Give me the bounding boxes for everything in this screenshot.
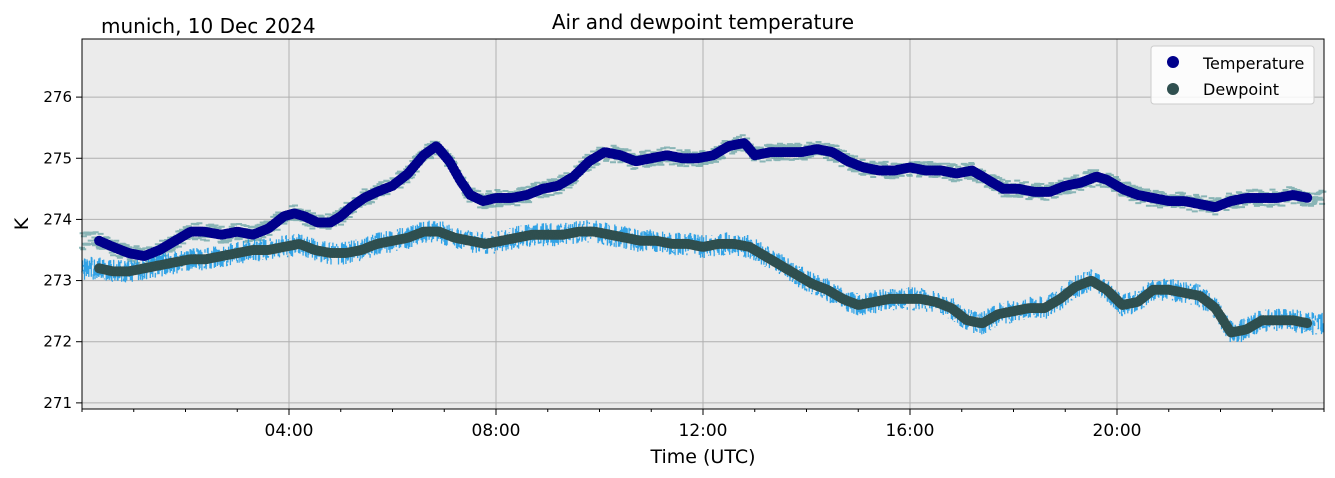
y-tick-label: 276 [43, 88, 72, 106]
x-tick-label: 08:00 [472, 421, 521, 441]
x-tick-label: 04:00 [265, 421, 314, 441]
y-tick-label: 274 [43, 210, 72, 228]
legend-label-dewpoint: Dewpoint [1203, 80, 1279, 99]
y-axis-ticks: 271 272 273 274 275 276 [43, 88, 82, 412]
series-layer [94, 138, 1313, 338]
x-tick-label: 16:00 [886, 421, 935, 441]
legend: Temperature Dewpoint [1150, 45, 1315, 105]
series-point [1302, 192, 1313, 203]
y-tick-label: 271 [43, 394, 72, 412]
y-axis-label: K [11, 217, 33, 230]
x-axis-ticks: 04:00 08:00 12:00 16:00 20:00 [81, 409, 1325, 441]
x-tick-label: 12:00 [679, 421, 728, 441]
legend-marker-temperature [1167, 56, 1179, 68]
x-axis-label: Time (UTC) [649, 446, 755, 468]
series-temperature [94, 138, 1313, 261]
chart-title: Air and dewpoint temperature [552, 10, 854, 34]
legend-marker-dewpoint [1167, 83, 1179, 95]
y-tick-label: 275 [43, 149, 72, 167]
location-label: munich, 10 Dec 2024 [101, 14, 316, 38]
series-dewpoint [94, 226, 1313, 338]
x-tick-label: 20:00 [1093, 421, 1142, 441]
y-tick-label: 272 [43, 333, 72, 351]
legend-box [1150, 45, 1315, 105]
legend-label-temperature: Temperature [1202, 54, 1304, 73]
series-point [1302, 318, 1313, 329]
y-tick-label: 273 [43, 272, 72, 290]
